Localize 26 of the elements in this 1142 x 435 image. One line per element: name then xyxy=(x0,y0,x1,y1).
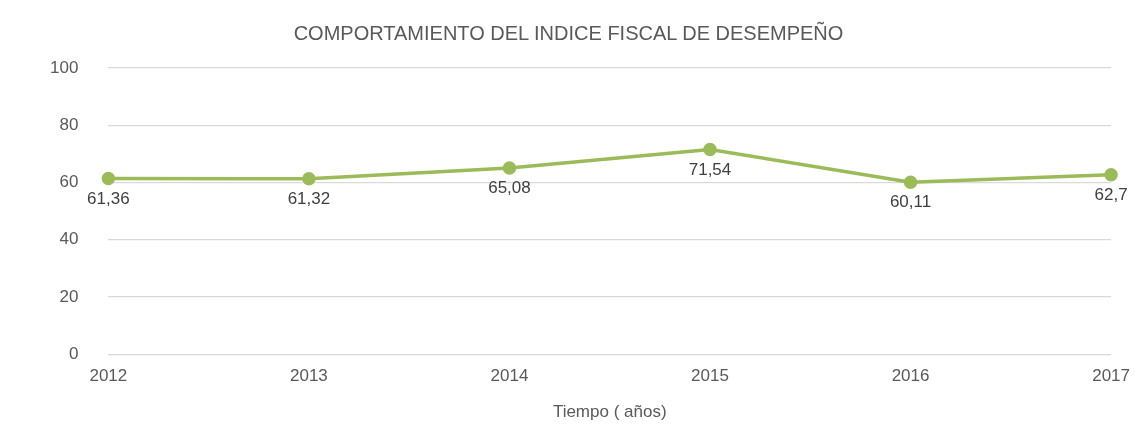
x-tick-label: 2016 xyxy=(891,366,930,386)
data-label: 71,54 xyxy=(688,159,732,179)
x-tick-label: 2012 xyxy=(89,366,128,386)
point xyxy=(101,171,116,186)
x-tick-label: 2013 xyxy=(290,366,328,386)
x-axis-title: Tiempo ( años) xyxy=(552,402,667,422)
data-label: 61,32 xyxy=(287,188,331,208)
data-label: 60,11 xyxy=(889,192,932,212)
point xyxy=(502,161,517,175)
point xyxy=(703,142,717,157)
data-label: 61,36 xyxy=(87,188,130,208)
y-tick-label: 20 xyxy=(59,286,79,306)
x-tick-label: 2015 xyxy=(691,366,729,386)
y-tick-label: 40 xyxy=(59,229,79,249)
data-label: 65,08 xyxy=(488,178,531,198)
chart-title: COMPORTAMIENTO DEL INDICE FISCAL DE DESEMPEÑO xyxy=(293,20,844,44)
data-label: 62,7 xyxy=(1094,184,1128,204)
y-tick-label: 100 xyxy=(49,57,79,77)
x-tick-label: 2017 xyxy=(1092,366,1130,386)
y-tick-label: 0 xyxy=(68,343,79,363)
point xyxy=(1104,168,1118,182)
y-tick-label: 80 xyxy=(59,114,79,134)
point xyxy=(302,171,316,186)
point xyxy=(903,175,918,189)
y-tick-label: 60 xyxy=(59,172,79,192)
x-tick-label: 2014 xyxy=(490,366,529,386)
